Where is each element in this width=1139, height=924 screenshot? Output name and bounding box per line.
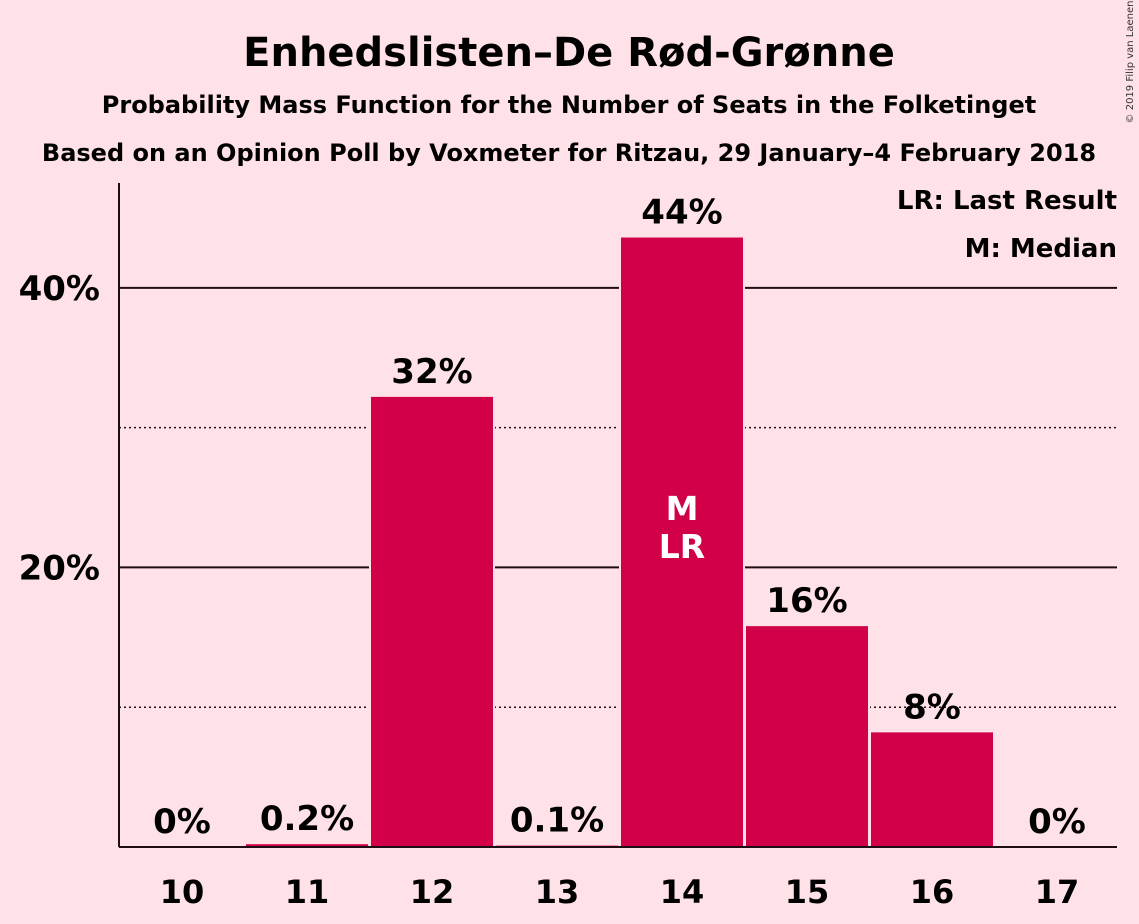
- x-tick-label: 12: [410, 873, 455, 911]
- y-tick-label: 20%: [19, 548, 100, 588]
- data-label: 0.2%: [260, 799, 354, 839]
- bar: [746, 626, 868, 847]
- data-label: 8%: [903, 687, 961, 727]
- bar-gap-left: [244, 844, 246, 847]
- gridlines: [119, 286, 1117, 708]
- x-tick-label: 14: [660, 873, 705, 911]
- chart-subtitle: Probability Mass Function for the Number…: [102, 91, 1036, 119]
- bar-annotation: LR: [659, 527, 705, 566]
- bar: [871, 732, 993, 847]
- x-tick-label: 13: [535, 873, 580, 911]
- data-label: 44%: [641, 193, 722, 233]
- x-tick-labels: 10 11 12 13 14 15 16 17: [160, 873, 1080, 911]
- x-tick-label: 10: [160, 873, 205, 911]
- bar-gap-left: [369, 396, 371, 847]
- bar-gap-right: [993, 732, 995, 847]
- x-tick-label: 15: [785, 873, 830, 911]
- bar-gap-right: [743, 237, 745, 848]
- bar: [371, 396, 493, 847]
- data-label: 0.1%: [510, 801, 604, 841]
- chart-subtitle-2: Based on an Opinion Poll by Voxmeter for…: [42, 139, 1096, 167]
- bar-gap-left: [869, 732, 871, 847]
- x-tick-label: 17: [1035, 873, 1080, 911]
- bar: [246, 844, 368, 847]
- bar-annotation: M: [666, 489, 699, 528]
- x-tick-label: 16: [910, 873, 955, 911]
- data-labels: 0% 0.2% 32% 0.1% 44% 16% 8% 0%: [153, 193, 1086, 842]
- data-label: 0%: [153, 802, 211, 842]
- y-tick-labels: 20% 40%: [19, 269, 100, 589]
- legend-last-result: LR: Last Result: [897, 186, 1117, 216]
- bar: [621, 237, 743, 848]
- data-label: 16%: [766, 581, 847, 621]
- copyright-note: © 2019 Filip van Laenen: [1125, 1, 1136, 124]
- chart-title: Enhedslisten–De Rød-Grønne: [243, 30, 895, 76]
- legend-median: M: Median: [965, 234, 1117, 264]
- x-tick-label: 11: [285, 873, 330, 911]
- bar-gap-right: [493, 396, 495, 847]
- data-label: 0%: [1028, 802, 1086, 842]
- y-tick-label: 40%: [19, 269, 100, 309]
- bars: [244, 237, 995, 848]
- data-label: 32%: [391, 352, 472, 392]
- bar-annotations: MLR: [659, 489, 705, 566]
- bar-gap-left: [744, 626, 746, 847]
- bar-gap-left: [619, 237, 621, 848]
